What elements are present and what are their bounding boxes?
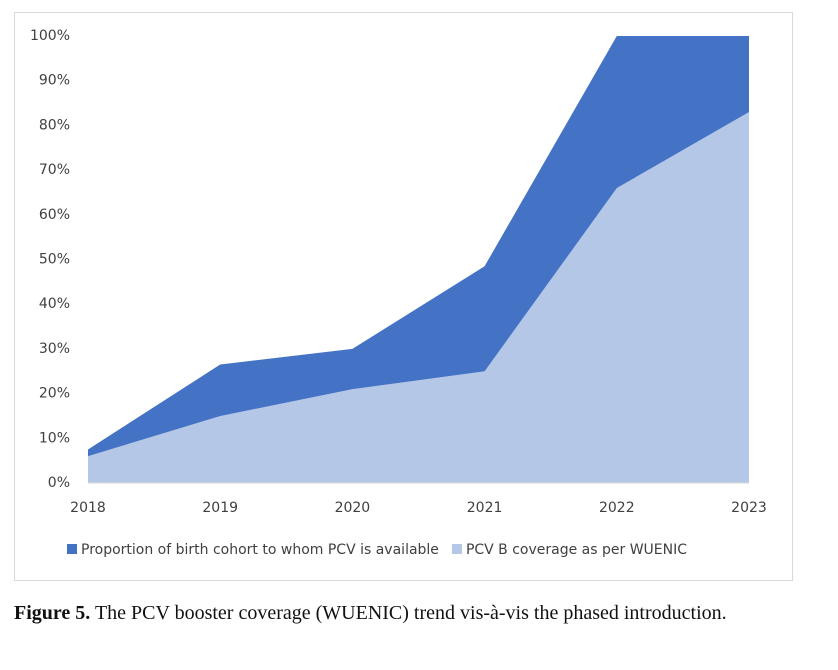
y-tick-label: 80%	[39, 117, 70, 133]
y-tick-label: 10%	[39, 430, 70, 446]
legend-label: Proportion of birth cohort to whom PCV i…	[81, 542, 439, 558]
x-tick-label: 2023	[731, 500, 767, 516]
y-tick-label: 70%	[39, 162, 70, 178]
caption: Figure 5. The PCV booster coverage (WUEN…	[14, 602, 727, 625]
x-tick-label: 2022	[599, 500, 635, 516]
y-tick-label: 40%	[39, 296, 70, 312]
y-tick-label: 20%	[39, 386, 70, 402]
y-tick-label: 30%	[39, 341, 70, 357]
caption-label: Figure 5.	[14, 602, 91, 624]
x-tick-label: 2018	[70, 500, 106, 516]
y-tick-label: 100%	[30, 28, 70, 44]
area	[88, 111, 749, 484]
x-tick-label: 2019	[202, 500, 238, 516]
x-tick-label: 2020	[335, 500, 371, 516]
y-tick-label: 60%	[39, 207, 70, 223]
caption-text: The PCV booster coverage (WUENIC) trend …	[94, 602, 727, 624]
y-tick-label: 0%	[48, 475, 70, 491]
y-tick-label: 50%	[39, 252, 70, 268]
chart: 0% 10% 20% 30% 40% 50% 60% 70% 80% 90% 100% 2018 201…	[14, 12, 793, 581]
legend-swatch	[451, 544, 462, 554]
y-tick-label: 90%	[39, 73, 70, 89]
legend-swatch	[67, 544, 77, 554]
legend-label: PCV B coverage as per WUENIC	[466, 542, 687, 558]
x-tick-label: 2021	[467, 500, 503, 516]
